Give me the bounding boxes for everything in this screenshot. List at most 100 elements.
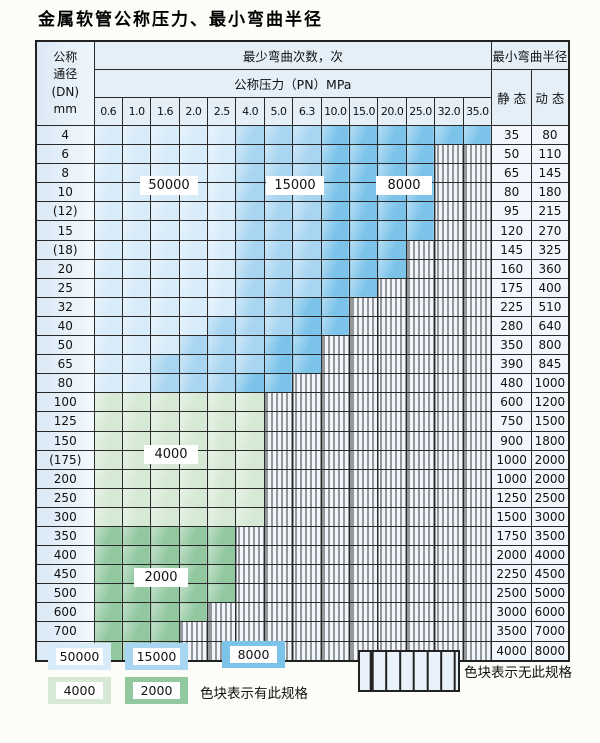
spec-cell <box>93 354 123 375</box>
dn-cell: 800 <box>35 640 95 662</box>
no-spec-cell <box>434 411 464 432</box>
no-spec-cell <box>349 640 379 662</box>
table-row: (175) 1000 2000 <box>35 449 570 470</box>
spec-cell <box>349 239 379 260</box>
no-spec-cell <box>405 468 436 489</box>
spec-cell <box>121 335 152 356</box>
dynamic-radius-cell: 2500 <box>531 487 570 508</box>
spec-cell <box>377 258 407 279</box>
spec-cell <box>93 525 123 547</box>
spec-cell <box>93 449 123 470</box>
static-radius-cell: 50 <box>491 144 533 165</box>
spec-cell <box>178 602 209 623</box>
no-spec-cell <box>434 506 464 527</box>
spec-cell <box>93 640 123 662</box>
spec-cell <box>178 468 209 489</box>
no-spec-cell <box>405 373 436 394</box>
no-spec-cell <box>462 411 493 432</box>
pressure-value-header: 35.0 <box>462 97 493 126</box>
spec-cell <box>150 239 180 260</box>
no-spec-cell <box>377 373 407 394</box>
no-spec-cell <box>235 525 265 547</box>
no-spec-cell <box>462 144 493 165</box>
table-row: 50 350 800 <box>35 335 570 356</box>
spec-cell <box>93 182 123 203</box>
no-spec-cell <box>462 392 493 413</box>
spec-cell <box>93 506 123 527</box>
spec-cell <box>178 220 209 241</box>
no-spec-cell <box>349 468 379 489</box>
static-radius-cell: 3500 <box>491 621 533 642</box>
static-radius-cell: 120 <box>491 220 533 241</box>
pressure-value-header: 1.6 <box>150 97 180 126</box>
spec-cell <box>235 182 265 203</box>
no-spec-cell <box>377 296 407 317</box>
no-spec-cell <box>320 545 351 566</box>
spec-cell <box>150 296 180 317</box>
spec-cell <box>150 545 180 566</box>
pressure-value-header: 20.0 <box>377 97 407 126</box>
spec-cell <box>150 373 180 394</box>
spec-cell <box>405 124 436 146</box>
table-row: 150 900 1800 <box>35 430 570 451</box>
spec-cell <box>93 392 123 413</box>
no-spec-cell <box>235 583 265 604</box>
zone-label-15000: 15000 <box>266 176 324 195</box>
spec-cell <box>178 411 209 432</box>
dn-header: 公称 通径 (DN) mm <box>35 40 95 126</box>
spec-cell <box>93 163 123 184</box>
dn-cell: 250 <box>35 487 95 508</box>
spec-cell <box>292 335 322 356</box>
spec-cell <box>178 239 209 260</box>
spec-cell <box>93 296 123 317</box>
dn-cell: 600 <box>35 602 95 623</box>
spec-cell <box>263 373 294 394</box>
table-row: (18) 145 325 <box>35 239 570 260</box>
spec-cell <box>178 315 209 337</box>
dn-cell: 350 <box>35 525 95 547</box>
spec-cell <box>207 315 237 337</box>
pressure-value-header: 6.3 <box>292 97 322 126</box>
dynamic-radius-cell: 1000 <box>531 373 570 394</box>
no-spec-cell <box>292 602 322 623</box>
spec-cell <box>121 640 152 662</box>
header-row-pressures: 0.6 1.0 1.6 2.0 2.5 4.0 5.0 6.3 10.0 15.0 20.0 25.0… <box>36 97 569 126</box>
spec-cell <box>207 430 237 451</box>
spec-cell <box>93 315 123 337</box>
no-spec-cell <box>434 296 464 317</box>
no-spec-note: 色块表示无此规格 <box>464 665 572 681</box>
static-radius-cell: 1000 <box>491 468 533 489</box>
dn-cell: (175) <box>35 449 95 470</box>
no-spec-cell <box>434 258 464 279</box>
pressure-value-header: 1.0 <box>121 97 152 126</box>
pressure-value-header: 10.0 <box>320 97 351 126</box>
spec-cell <box>207 373 237 394</box>
page-title: 金属软管公称压力、最小弯曲半径 <box>38 10 323 30</box>
no-spec-cell <box>349 583 379 604</box>
spec-cell <box>178 392 209 413</box>
table-row: 20 160 360 <box>35 258 570 279</box>
no-spec-cell <box>462 602 493 623</box>
no-spec-cell <box>292 640 322 662</box>
dn-cell: 450 <box>35 564 95 585</box>
spec-cell <box>93 564 123 585</box>
dn-cell: 125 <box>35 411 95 432</box>
dynamic-radius-cell: 3000 <box>531 506 570 527</box>
table-row: 4 35 80 <box>35 124 570 146</box>
no-spec-cell <box>349 335 379 356</box>
spec-cell <box>292 124 322 146</box>
no-spec-cell <box>292 468 322 489</box>
spec-cell <box>150 201 180 222</box>
no-spec-cell <box>263 449 294 470</box>
spec-cell <box>121 449 152 470</box>
no-spec-cell <box>434 392 464 413</box>
spec-cell <box>292 258 322 279</box>
zone-label-50000: 50000 <box>140 176 198 195</box>
no-spec-cell <box>462 525 493 547</box>
no-spec-cell <box>320 564 351 585</box>
spec-cell <box>349 258 379 279</box>
static-radius-cell: 80 <box>491 182 533 203</box>
no-spec-cell <box>377 354 407 375</box>
no-spec-cell <box>320 525 351 547</box>
